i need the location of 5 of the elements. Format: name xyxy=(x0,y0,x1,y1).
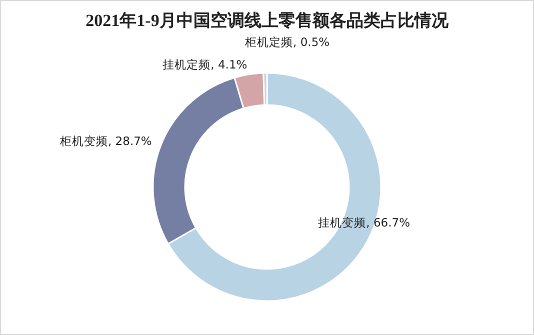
chart-title: 2021年1-9月中国空调线上零售额各品类占比情况 xyxy=(86,11,450,30)
slice-label: 挂机定频, 4.1% xyxy=(162,58,248,72)
slice-label: 柜机变频, 28.7% xyxy=(59,134,152,148)
slice-label: 柜机定频, 0.5% xyxy=(244,35,330,50)
slice-label: 挂机变频, 66.7% xyxy=(318,215,410,230)
